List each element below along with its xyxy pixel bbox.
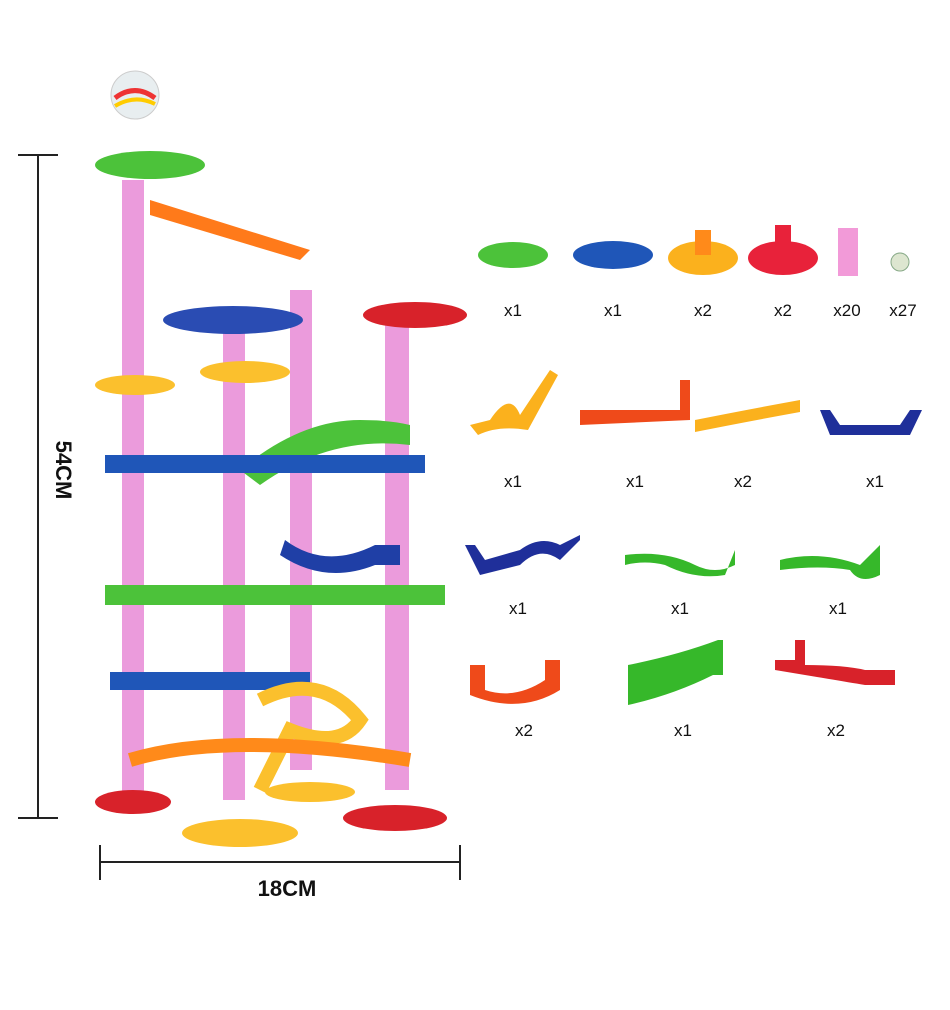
part-quantity: x1 <box>604 301 622 320</box>
part-quantity: x1 <box>671 599 689 618</box>
part-quantity: x20 <box>833 301 860 320</box>
part-quantity: x1 <box>674 721 692 740</box>
part-quantity: x1 <box>509 599 527 618</box>
width-label: 18CM <box>258 876 317 901</box>
part-quantity: x2 <box>774 301 792 320</box>
part-quantity: x27 <box>889 301 916 320</box>
part-quantity: x2 <box>515 721 533 740</box>
width-dimension <box>99 845 461 880</box>
part-quantity: x1 <box>626 472 644 491</box>
part-quantity: x1 <box>504 472 522 491</box>
height-dimension <box>18 154 58 819</box>
part-quantity: x1 <box>504 301 522 320</box>
part-quantity: x2 <box>734 472 752 491</box>
height-label: 54CM <box>51 441 76 500</box>
part-quantity: x2 <box>694 301 712 320</box>
part-quantity: x2 <box>827 721 845 740</box>
part-quantity: x1 <box>829 599 847 618</box>
marble-tower <box>95 70 467 847</box>
parts-icons <box>465 225 922 705</box>
part-quantity: x1 <box>866 472 884 491</box>
